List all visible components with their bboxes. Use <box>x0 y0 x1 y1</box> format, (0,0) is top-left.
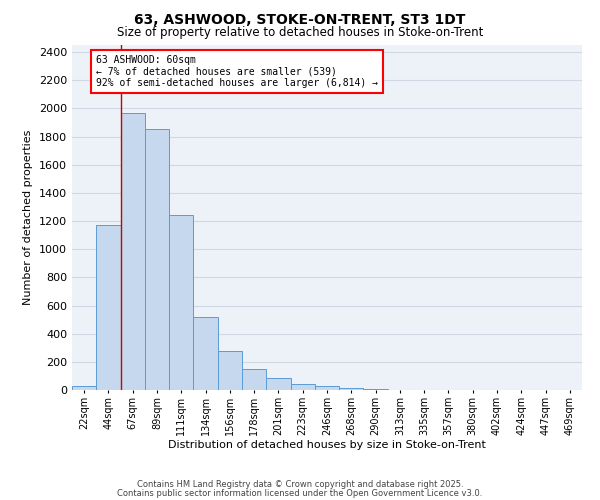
Bar <box>315 386 339 390</box>
Bar <box>242 369 266 390</box>
Bar <box>266 378 290 390</box>
Text: Contains public sector information licensed under the Open Government Licence v3: Contains public sector information licen… <box>118 488 482 498</box>
Bar <box>72 386 96 390</box>
Text: Size of property relative to detached houses in Stoke-on-Trent: Size of property relative to detached ho… <box>117 26 483 39</box>
Text: Contains HM Land Registry data © Crown copyright and database right 2025.: Contains HM Land Registry data © Crown c… <box>137 480 463 489</box>
Bar <box>121 112 145 390</box>
Bar <box>339 388 364 390</box>
Bar <box>145 130 169 390</box>
Text: 63, ASHWOOD, STOKE-ON-TRENT, ST3 1DT: 63, ASHWOOD, STOKE-ON-TRENT, ST3 1DT <box>134 12 466 26</box>
X-axis label: Distribution of detached houses by size in Stoke-on-Trent: Distribution of detached houses by size … <box>168 440 486 450</box>
Bar <box>218 352 242 390</box>
Bar <box>96 225 121 390</box>
Bar <box>193 317 218 390</box>
Y-axis label: Number of detached properties: Number of detached properties <box>23 130 34 305</box>
Bar <box>364 389 388 390</box>
Text: 63 ASHWOOD: 60sqm
← 7% of detached houses are smaller (539)
92% of semi-detached: 63 ASHWOOD: 60sqm ← 7% of detached house… <box>96 55 378 88</box>
Bar <box>169 214 193 390</box>
Bar <box>290 384 315 390</box>
